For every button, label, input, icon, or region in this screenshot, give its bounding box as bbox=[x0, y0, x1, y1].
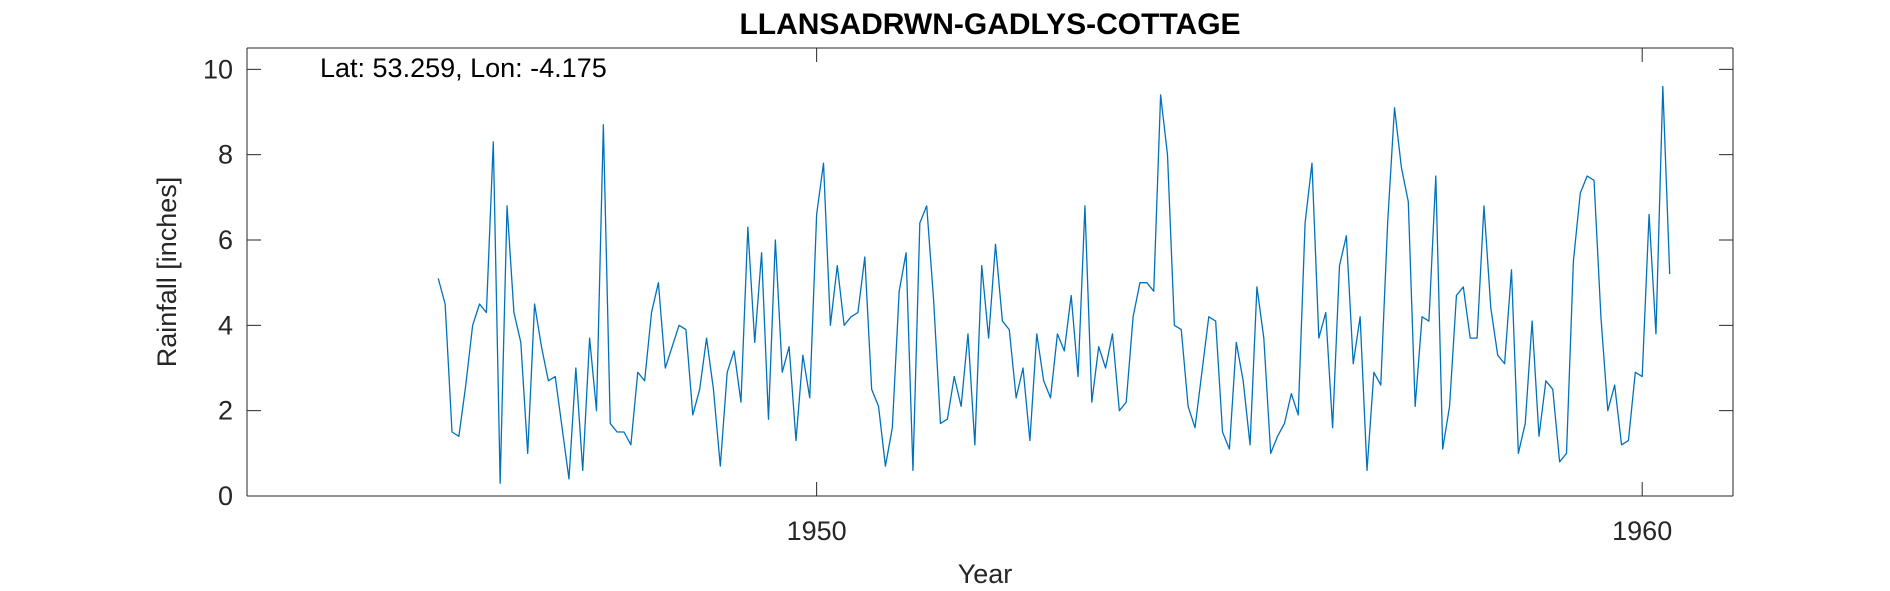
x-tick-label: 1960 bbox=[1612, 516, 1672, 546]
y-tick-label: 10 bbox=[203, 54, 233, 84]
y-tick-label: 2 bbox=[218, 396, 233, 426]
ticks: 0 2 4 6 8 10 1950 1960 bbox=[203, 48, 1733, 546]
rainfall-series-line bbox=[437, 85, 1671, 484]
y-axis-label: Rainfall [inches] bbox=[152, 177, 182, 368]
x-axis-label: Year bbox=[958, 559, 1013, 589]
axes bbox=[246, 47, 1734, 497]
series-group bbox=[437, 85, 1671, 484]
location-annotation: Lat: 53.259, Lon: -4.175 bbox=[320, 53, 607, 83]
y-tick-label: 0 bbox=[218, 481, 233, 511]
plot-area bbox=[247, 48, 1733, 496]
y-tick-label: 6 bbox=[218, 225, 233, 255]
x-tick-label: 1950 bbox=[787, 516, 847, 546]
y-tick-label: 4 bbox=[218, 310, 233, 340]
chart-title: LLANSADRWN-GADLYS-COTTAGE bbox=[739, 8, 1240, 41]
y-tick-label: 8 bbox=[218, 140, 233, 170]
